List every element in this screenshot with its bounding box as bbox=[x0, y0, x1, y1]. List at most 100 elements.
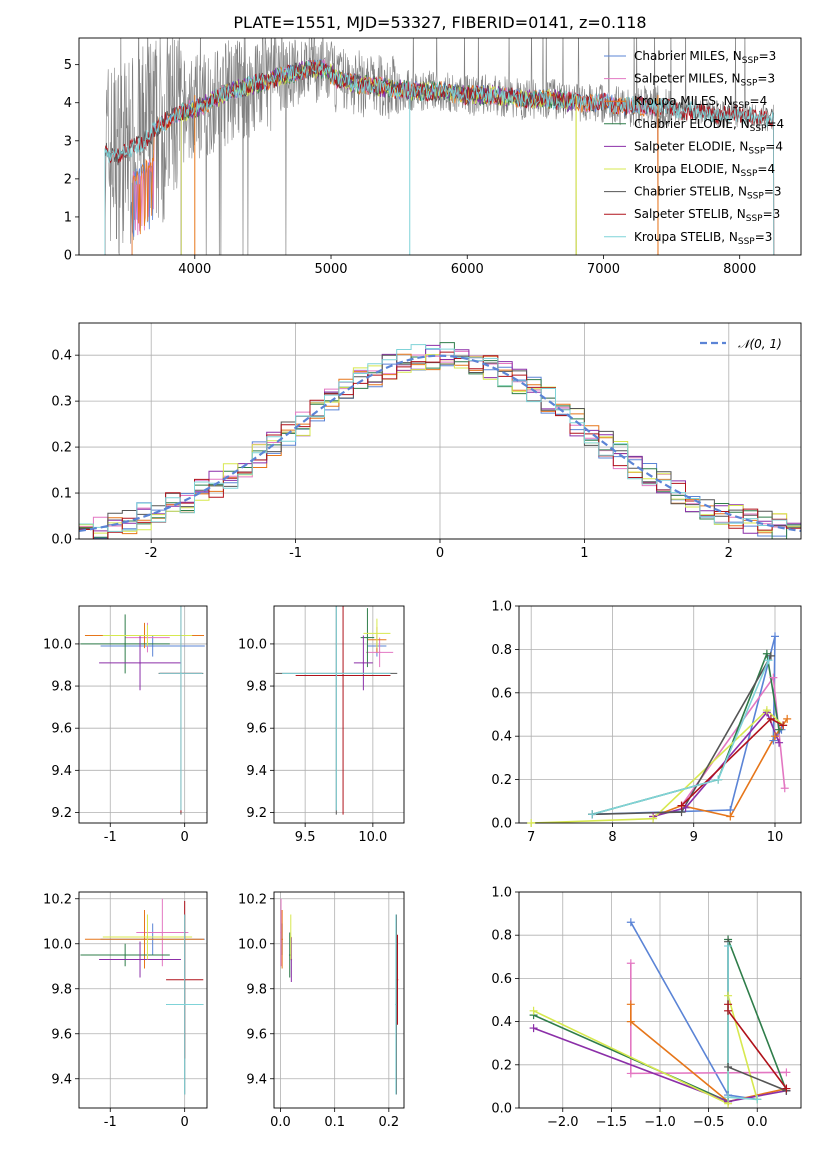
marker-salpeter_stelib bbox=[766, 714, 775, 723]
y-tick-label: 0 bbox=[64, 249, 72, 264]
legend-entry: Chabrier STELIB, NSSP=3 bbox=[634, 185, 782, 202]
x-tick-label: 10 bbox=[767, 830, 784, 845]
marker-kroupa_elodie bbox=[762, 706, 771, 715]
y-tick-label: 3 bbox=[64, 134, 72, 149]
point-kroupa_elodie bbox=[289, 936, 292, 938]
histogram-salpeter_stelib bbox=[79, 351, 801, 539]
x-tick-label: 1 bbox=[580, 546, 588, 561]
y-tick-label: 10.0 bbox=[43, 937, 72, 952]
x-tick-label: -1 bbox=[104, 830, 117, 845]
point-kroupa_elodie bbox=[146, 936, 149, 938]
marker-salpeter_miles bbox=[626, 959, 635, 968]
legend-entry-name: Kroupa ELODIE, N bbox=[634, 162, 741, 176]
marker-salpeter_stelib bbox=[779, 721, 788, 730]
y-tick-label: 9.4 bbox=[246, 1072, 267, 1087]
x-tick-label: 9.5 bbox=[295, 830, 316, 845]
marker-kroupa_stelib bbox=[724, 942, 733, 950]
x-tick-label: 4000 bbox=[178, 262, 211, 277]
x-tick-label: 8 bbox=[608, 830, 616, 845]
y-tick-label: 0.1 bbox=[51, 487, 72, 502]
y-tick-label: 9.8 bbox=[51, 680, 72, 695]
axes-frame bbox=[78, 891, 208, 1109]
point-salpeter_miles bbox=[280, 931, 282, 934]
x-tick-label: -1 bbox=[289, 546, 302, 561]
panel-residuals: -2 -1 0 1 2 0.0 0.1 0.2 0.3 0.4 𝒩(0, 1) bbox=[51, 322, 802, 561]
plot-area bbox=[80, 898, 205, 1095]
grid bbox=[274, 892, 404, 1108]
marker-salpeter_miles bbox=[626, 1069, 635, 1078]
point-kroupa_stelib bbox=[395, 1003, 397, 1006]
marker-kroupa_stelib bbox=[714, 775, 723, 784]
legend-entry-name: Chabrier MILES, N bbox=[634, 49, 742, 63]
marker-chabrier_miles bbox=[769, 736, 778, 745]
normal-reference-curve bbox=[79, 354, 801, 532]
y-tick-label: 10.2 bbox=[43, 892, 72, 907]
legend-entry: Kroupa MILES, NSSP=4 bbox=[634, 94, 767, 111]
marker-kroupa_stelib bbox=[724, 1093, 733, 1102]
legend-entry-name: Salpeter ELODIE, N bbox=[634, 139, 748, 153]
grid bbox=[274, 606, 404, 823]
point-chabrier_elodie bbox=[288, 954, 291, 956]
legend-entry-count: =4 bbox=[757, 162, 775, 176]
y-tick-label: 9.6 bbox=[51, 722, 72, 737]
x-tick-label: 9 bbox=[690, 830, 698, 845]
y-tick-label: 1 bbox=[64, 210, 72, 225]
point-chabrier_elodie bbox=[366, 636, 369, 639]
marker-chabrier_miles bbox=[626, 918, 635, 927]
panel-spectrum: 4000 5000 6000 7000 8000 0 1 2 3 4 5 Chabrier MILES… bbox=[64, 37, 802, 277]
axes-frame bbox=[518, 891, 802, 1109]
marker-kroupa_stelib bbox=[764, 656, 773, 665]
marker-kroupa_miles bbox=[626, 1017, 635, 1026]
marker-salpeter_elodie bbox=[775, 738, 784, 747]
legend-entry-name: Salpeter MILES, N bbox=[634, 72, 741, 86]
plot-area bbox=[80, 606, 205, 815]
legend-entry-name: Chabrier ELODIE, N bbox=[634, 117, 750, 131]
series-kroupa_miles bbox=[630, 1004, 787, 1103]
panel-mass_vs_ebv: 0.0 0.1 0.2 9.4 9.6 9.8 10.0 10.2 bbox=[238, 891, 405, 1130]
marker-salpeter_miles bbox=[780, 784, 789, 793]
legend-entry-sub: SSP bbox=[742, 56, 759, 66]
marker-kroupa_stelib bbox=[588, 810, 597, 819]
legend-entry-sub: SSP bbox=[747, 192, 764, 202]
panel-weight_vs_Z: −2.0 −1.5 −1.0 −0.5 0.0 0.0 0.2 0.4 0.6 0.8 1.0 bbox=[491, 886, 802, 1130]
legend-entry-sub: SSP bbox=[746, 214, 763, 224]
marker-kroupa_miles bbox=[783, 714, 792, 723]
axes-frame bbox=[78, 37, 802, 256]
x-tick-label: -2 bbox=[145, 546, 158, 561]
axes-frame bbox=[518, 605, 802, 824]
plot-area bbox=[275, 606, 398, 815]
x-tick-label: −2.0 bbox=[547, 1115, 579, 1130]
y-tick-label: 9.8 bbox=[246, 680, 267, 695]
panel-weight_vs_age: 7 8 9 10 0.0 0.2 0.4 0.6 0.8 1.0 bbox=[491, 600, 802, 845]
y-tick-label: 9.4 bbox=[51, 764, 72, 779]
axes-frame bbox=[273, 891, 405, 1109]
marker-salpeter_stelib bbox=[782, 1084, 791, 1093]
marker-chabrier_stelib bbox=[724, 1062, 733, 1071]
x-tick-label: 8000 bbox=[723, 262, 756, 277]
legend-entry-count: =3 bbox=[755, 230, 773, 244]
marker-salpeter_stelib bbox=[677, 801, 686, 810]
y-tick-label: 9.4 bbox=[246, 764, 267, 779]
legend-entry-name: Kroupa STELIB, N bbox=[634, 230, 738, 244]
plot-area bbox=[104, 38, 775, 255]
grid bbox=[519, 605, 801, 824]
legend-entry-sub: SSP bbox=[748, 146, 765, 156]
point-kroupa_elodie bbox=[376, 632, 378, 635]
y-tick-label: 0.0 bbox=[491, 1102, 512, 1117]
point-salpeter_elodie bbox=[362, 662, 365, 664]
marker-kroupa_stelib bbox=[753, 1095, 762, 1104]
point-kroupa_miles bbox=[281, 938, 283, 941]
x-tick-label: 7 bbox=[527, 830, 535, 845]
legend-entry-sub: SSP bbox=[750, 124, 767, 134]
legend-entry-sub: SSP bbox=[738, 237, 755, 247]
y-tick-label: 0.0 bbox=[51, 533, 72, 548]
x-tick-label: −0.5 bbox=[693, 1115, 725, 1130]
point-salpeter_stelib bbox=[396, 978, 399, 981]
marker-chabrier_miles bbox=[770, 632, 779, 641]
marker-kroupa_elodie bbox=[527, 819, 536, 827]
legend-entry: 𝒩(0, 1) bbox=[738, 337, 782, 351]
x-tick-label: 6000 bbox=[451, 262, 484, 277]
legend-entry-sub: SSP bbox=[733, 101, 750, 111]
y-tick-label: 0.4 bbox=[491, 730, 512, 745]
